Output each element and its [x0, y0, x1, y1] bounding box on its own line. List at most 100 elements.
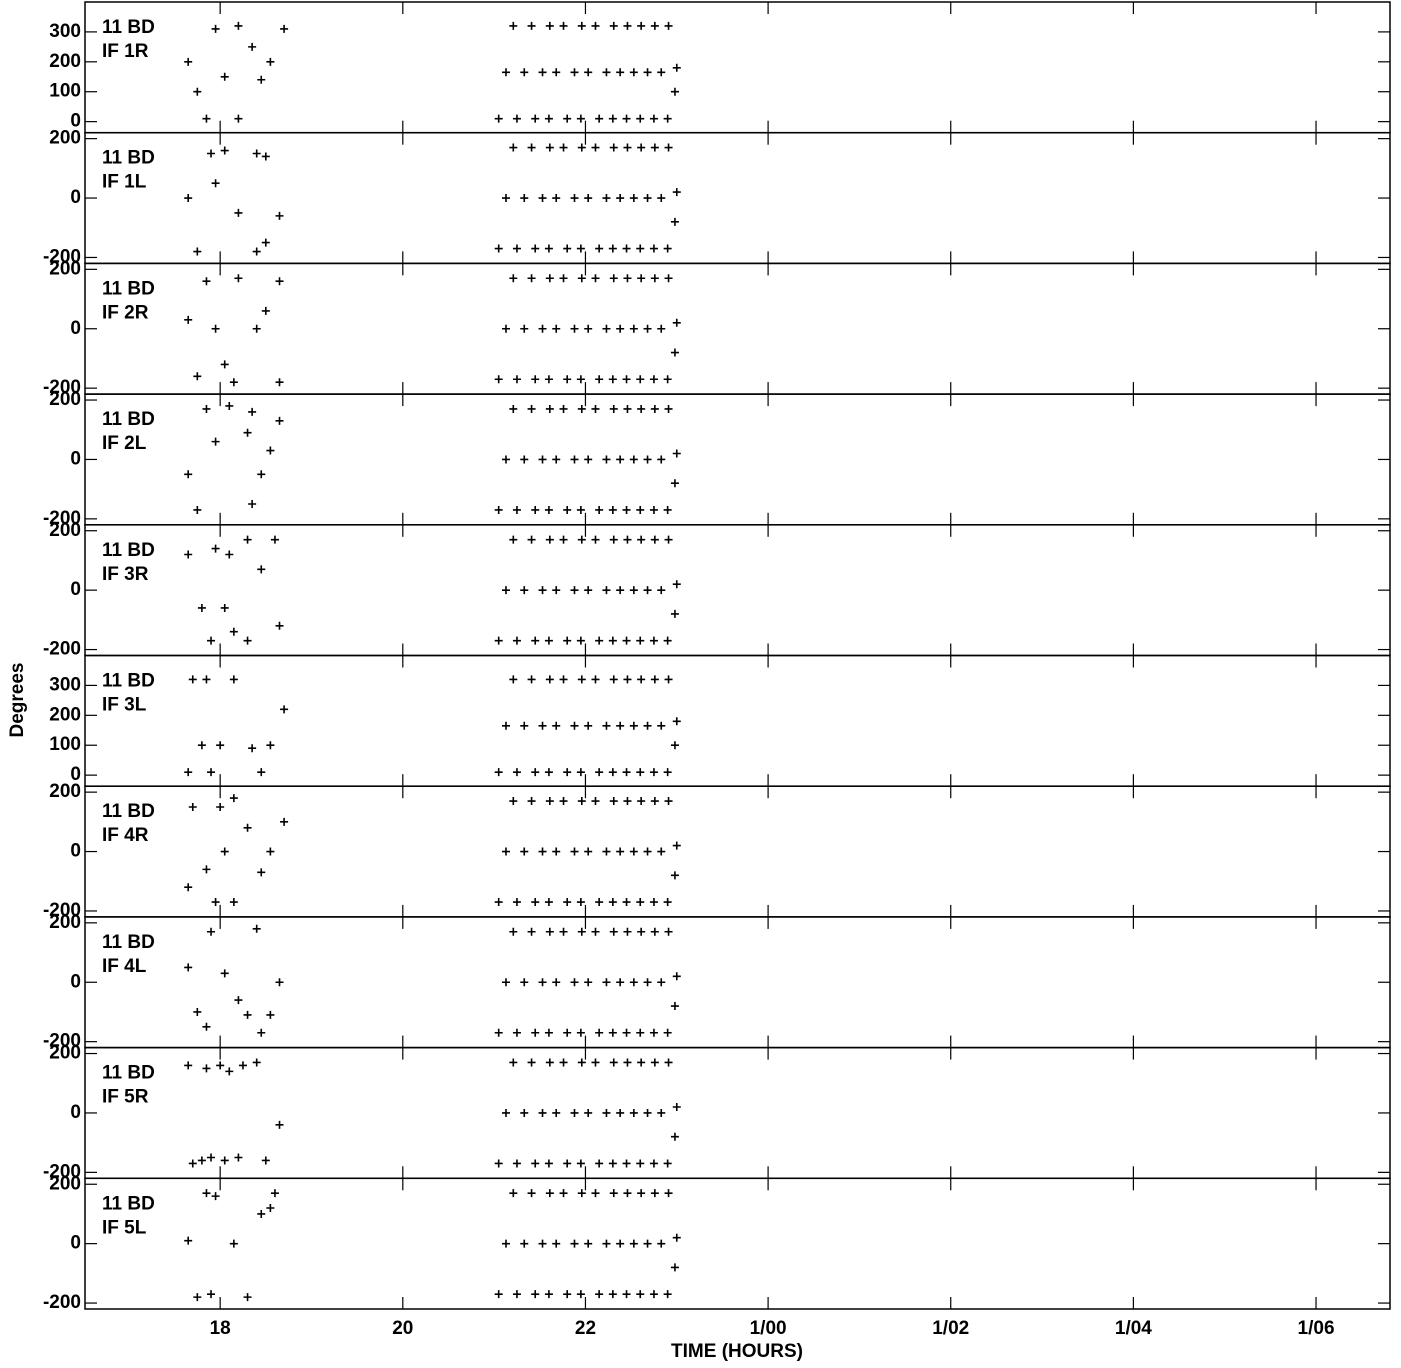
- data-point: [509, 1189, 518, 1198]
- data-point: [184, 768, 193, 777]
- data-point: [663, 1290, 672, 1299]
- y-tick-label: 300: [49, 674, 81, 695]
- data-point: [527, 404, 536, 413]
- data-point: [527, 1058, 536, 1067]
- data-point: [576, 1159, 585, 1168]
- panel-frame: [84, 1, 1391, 134]
- data-point: [512, 505, 521, 514]
- data-point: [520, 68, 529, 77]
- data-point: [252, 149, 261, 158]
- panel-source: 11 BD: [102, 801, 155, 822]
- data-point: [643, 586, 652, 595]
- data-point: [636, 636, 645, 645]
- data-point: [238, 1061, 247, 1070]
- data-point: [538, 68, 547, 77]
- data-point: [559, 1189, 568, 1198]
- data-point: [622, 114, 631, 123]
- data-point: [220, 146, 229, 155]
- data-point: [570, 1108, 579, 1117]
- data-point: [608, 505, 617, 514]
- data-point: [672, 717, 681, 726]
- data-point: [623, 535, 632, 544]
- data-point: [494, 505, 503, 514]
- data-point: [650, 274, 659, 283]
- y-tick-label: 200: [49, 912, 81, 933]
- data-point: [602, 847, 611, 856]
- data-point: [649, 375, 658, 384]
- data-point: [527, 1189, 536, 1198]
- y-tick-label: 200: [49, 704, 81, 725]
- data-point: [584, 978, 593, 987]
- data-point: [184, 315, 193, 324]
- data-point: [649, 768, 658, 777]
- data-point: [234, 1153, 243, 1162]
- data-point: [570, 1239, 579, 1248]
- x-tick-label: 1/04: [1115, 1318, 1152, 1339]
- data-point: [576, 898, 585, 907]
- panel-source: 11 BD: [102, 278, 155, 299]
- y-tick-label: 0: [70, 318, 81, 339]
- data-point: [584, 721, 593, 730]
- data-point: [197, 1156, 206, 1165]
- data-point: [576, 114, 585, 123]
- data-point: [552, 1239, 561, 1248]
- data-point: [616, 847, 625, 856]
- data-point: [650, 21, 659, 30]
- data-point: [636, 114, 645, 123]
- data-point: [663, 768, 672, 777]
- data-point: [591, 21, 600, 30]
- data-point: [643, 978, 652, 987]
- data-point: [243, 636, 252, 645]
- data-point: [643, 194, 652, 203]
- data-point: [494, 244, 503, 253]
- data-point: [649, 636, 658, 645]
- data-point: [622, 636, 631, 645]
- data-point: [220, 969, 229, 978]
- data-point: [591, 797, 600, 806]
- data-point: [220, 847, 229, 856]
- data-point: [664, 1189, 673, 1198]
- data-point: [252, 247, 261, 256]
- data-point: [202, 1189, 211, 1198]
- panel-name: IF 3R: [102, 564, 149, 585]
- y-tick-label: 0: [70, 579, 81, 600]
- data-point: [193, 87, 202, 96]
- data-point: [637, 143, 646, 152]
- data-point: [275, 211, 284, 220]
- data-point: [531, 114, 540, 123]
- data-point: [531, 1290, 540, 1299]
- panel-name: IF 4L: [102, 956, 147, 977]
- panel-source: 11 BD: [102, 409, 155, 430]
- data-point: [229, 378, 238, 387]
- data-point: [552, 721, 561, 730]
- data-point: [570, 847, 579, 856]
- data-point: [202, 277, 211, 286]
- data-point: [248, 500, 257, 509]
- data-point: [636, 244, 645, 253]
- data-point: [563, 505, 572, 514]
- panel-source: 11 BD: [102, 17, 155, 38]
- data-point: [664, 675, 673, 684]
- data-point: [261, 152, 270, 161]
- data-point: [629, 324, 638, 333]
- data-point: [184, 470, 193, 479]
- data-point: [663, 244, 672, 253]
- data-point: [512, 244, 521, 253]
- data-point: [636, 1028, 645, 1037]
- data-point: [663, 636, 672, 645]
- data-point: [202, 114, 211, 123]
- y-tick-label: 100: [49, 81, 81, 102]
- y-tick-label: 0: [70, 1233, 81, 1254]
- data-point: [591, 274, 600, 283]
- data-point: [512, 1028, 521, 1037]
- data-point: [257, 470, 266, 479]
- data-point: [512, 636, 521, 645]
- data-point: [552, 68, 561, 77]
- data-point: [591, 1058, 600, 1067]
- data-point: [563, 375, 572, 384]
- data-point: [266, 1010, 275, 1019]
- data-point: [211, 179, 220, 188]
- data-point: [225, 550, 234, 559]
- data-point: [229, 1239, 238, 1248]
- data-point: [643, 1108, 652, 1117]
